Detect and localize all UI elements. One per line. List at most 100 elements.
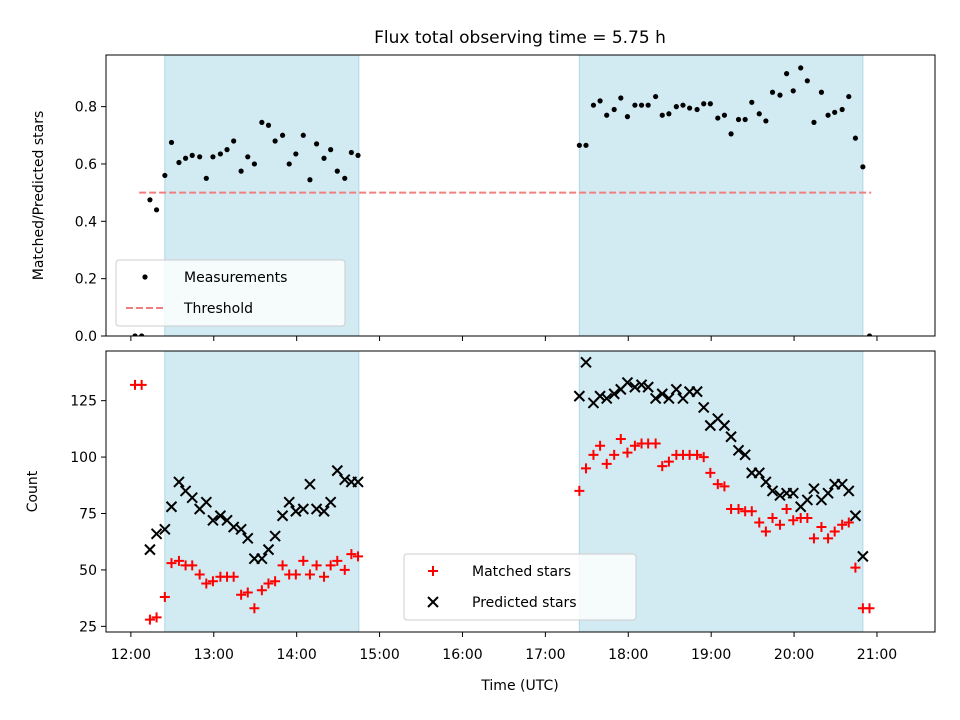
- legend-label: Matched stars: [472, 564, 571, 580]
- x-tick-label: 16:00: [442, 647, 482, 663]
- matched-star-point: [719, 481, 730, 492]
- matched-star-point: [332, 555, 343, 566]
- predicted-star-point: [150, 528, 163, 540]
- matched-star-point: [650, 438, 661, 449]
- y-tick-label: 50: [79, 563, 97, 579]
- matched-star-point: [767, 513, 778, 524]
- predicted-star-point: [725, 431, 737, 443]
- y-tick-label: 0.0: [75, 329, 97, 345]
- predicted-star-point: [304, 478, 316, 490]
- axes-frame: [105, 350, 936, 633]
- matched-star-point: [151, 612, 162, 623]
- matched-star-point: [263, 578, 274, 589]
- matched-star-point: [588, 449, 599, 460]
- measurement-point: [735, 116, 742, 123]
- legend-dot-icon: [142, 274, 148, 280]
- predicted-star-point: [276, 510, 289, 522]
- matched-star-point: [166, 558, 177, 569]
- measurement-point: [147, 197, 153, 203]
- matched-star-point: [802, 513, 813, 524]
- measurement-point: [293, 151, 299, 157]
- matched-star-point: [580, 463, 591, 474]
- predicted-star-point: [573, 390, 586, 402]
- measurement-point: [624, 114, 631, 120]
- x-tick-label: 19:00: [691, 647, 731, 663]
- predicted-star-point: [352, 476, 364, 488]
- matched-star-point: [319, 571, 330, 582]
- measurement-point: [342, 175, 348, 181]
- predicted-star-point: [698, 401, 710, 414]
- matched-star-point: [249, 603, 260, 614]
- measurement-point: [694, 106, 700, 113]
- measurement-point: [721, 112, 728, 118]
- matched-star-point: [712, 479, 723, 490]
- measurement-point: [846, 93, 852, 100]
- predicted-star-point: [601, 392, 613, 405]
- measurement-point: [742, 116, 748, 123]
- matched-star-point: [256, 585, 267, 596]
- matched-star-point: [823, 533, 834, 544]
- matched-star-point: [595, 440, 606, 451]
- measurement-point: [839, 106, 845, 113]
- predicted-star-point: [822, 487, 834, 499]
- plot-area: [132, 55, 873, 336]
- predicted-star-point: [808, 482, 820, 495]
- predicted-star-point: [656, 388, 668, 400]
- predicted-star-point: [318, 505, 330, 517]
- measurement-point: [763, 118, 769, 124]
- predicted-star-point: [262, 543, 275, 556]
- matched-star-point: [353, 551, 364, 562]
- predicted-star-point: [732, 444, 745, 457]
- bottom-panel-counts: 25 50 75 100 125 12:00 13:00 14:00 15:00 16:00 17:…: [25, 350, 936, 663]
- measurement-point: [866, 333, 873, 336]
- matched-star-point: [754, 517, 765, 528]
- measurement-point: [604, 112, 610, 118]
- matched-star-point: [808, 533, 819, 544]
- predicted-star-point: [787, 487, 799, 499]
- predicted-star-point: [629, 381, 641, 393]
- legend: Measurements Threshold: [115, 259, 346, 327]
- measurement-point: [251, 161, 257, 167]
- matched-star-point: [733, 503, 744, 514]
- y-tick-label: 0.6: [75, 157, 97, 173]
- measurement-point: [176, 159, 182, 166]
- matched-star-point: [187, 560, 198, 571]
- plot-area: [130, 351, 875, 632]
- matched-star-point: [270, 576, 281, 587]
- y-tick-label: 0.4: [75, 214, 97, 230]
- measurement-point: [224, 147, 230, 153]
- measurement-point: [666, 111, 672, 117]
- measurement-point: [769, 89, 776, 95]
- predicted-star-point: [718, 419, 731, 432]
- measurement-point: [811, 119, 817, 125]
- y-axis-label: Matched/Predicted stars: [31, 111, 47, 281]
- predicted-star-point: [580, 356, 592, 368]
- matched-star-point: [774, 519, 785, 530]
- chart-title: Flux total observing time = 5.75 h: [374, 28, 666, 48]
- predicted-star-point: [857, 550, 869, 563]
- measurement-point: [790, 88, 796, 94]
- axes-frame: [105, 54, 936, 337]
- measurement-point: [638, 102, 645, 108]
- matched-star-point: [663, 456, 674, 467]
- predicted-star-point: [242, 532, 254, 545]
- measurement-point: [804, 78, 810, 84]
- measurement-point: [153, 207, 160, 213]
- matched-star-point: [864, 603, 875, 614]
- predicted-star-point: [283, 496, 295, 508]
- predicted-star-point: [297, 503, 310, 515]
- legend-x-icon: [427, 596, 439, 608]
- measurement-point: [611, 106, 617, 113]
- top-panel-ratio: 0.0 0.2 0.4 0.6 0.8 Matched/Predicted stars Me…: [31, 54, 936, 345]
- measurement-point: [313, 141, 320, 147]
- legend-plus-icon: [428, 566, 438, 576]
- matched-star-point: [837, 519, 848, 530]
- matched-star-point: [290, 569, 301, 580]
- predicted-star-point: [670, 383, 683, 396]
- measurement-point: [272, 138, 278, 144]
- measurement-point: [238, 168, 244, 174]
- matched-star-point: [615, 434, 626, 445]
- y-tick-label: 25: [79, 619, 97, 635]
- predicted-star-point: [186, 491, 198, 504]
- predicted-star-point: [227, 521, 240, 533]
